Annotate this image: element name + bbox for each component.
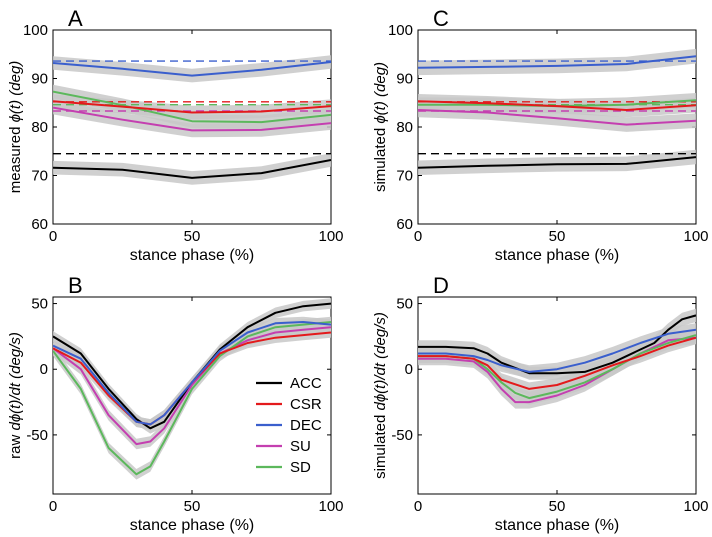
y-tick-label: 100 [23,22,48,39]
series-line-acc [53,159,331,179]
x-axis-label: stance phase (%) [130,247,255,264]
y-tick-label: 0 [40,361,48,378]
series-line-su [418,109,696,126]
y-tick-label: 60 [31,216,48,233]
y-axis-label: simulated ϕ(t) (deg) [372,62,389,192]
panel-b: 0 50 100 -50 0 50 stance phase (%) raw dϕ(t)/dt… [7,273,344,534]
panel-letter: C [433,6,449,31]
panel-d: 0 50 100 -50 0 50 stance phase (%) simulated dϕ… [372,273,709,534]
series-line-su [53,326,331,446]
legend-label-su: SU [290,438,311,455]
series-line-dec [418,55,696,69]
legend-label-csr: CSR [290,396,322,413]
y-tick-label: -50 [391,427,413,444]
band-acc [53,153,331,185]
band-dec [53,55,331,83]
legend-label-sd: SD [290,459,311,476]
y-tick-label: 90 [396,71,413,88]
x-tick-label: 100 [318,498,343,515]
series-line-acc [53,302,331,430]
x-tick-label: 100 [318,228,343,245]
series-line-dec [53,61,331,77]
y-tick-label: 90 [31,71,48,88]
band-csr [418,331,696,396]
y-tick-label: 60 [396,216,413,233]
x-tick-label: 100 [683,228,708,245]
panel-letter: B [68,273,83,298]
plot-area [418,308,696,409]
plot-area [418,48,696,175]
band-dec [418,48,696,76]
y-tick-label: 80 [396,119,413,136]
x-tick-label: 0 [49,498,57,515]
x-tick-label: 0 [414,498,422,515]
panel-c: 0 50 100 60 70 80 90 100 stance phase (%) simulat… [372,6,709,264]
band-acc [53,298,331,434]
y-tick-label: 70 [31,168,48,185]
x-tick-label: 50 [549,228,566,245]
series-line-csr [53,100,331,114]
series-line-dec [418,328,696,373]
y-axis-label: simulated dϕ(t)/dt (deg/s) [372,312,389,479]
plot-area [53,298,331,480]
y-tick-label: 70 [396,168,413,185]
panel-a: 0 50 100 60 70 80 90 100 stance phase (%) measure… [7,6,344,264]
y-tick-label: 0 [405,361,413,378]
y-tick-label: 50 [396,296,413,313]
series-line-acc [418,156,696,169]
legend: ACC CSR DEC SU SD [256,375,322,476]
x-tick-label: 0 [49,228,57,245]
legend-label-dec: DEC [290,417,322,434]
x-axis-label: stance phase (%) [130,517,255,534]
panel-letter: A [68,6,83,31]
y-axis-label: raw dϕ(t)/dt (deg/s) [7,332,24,459]
x-tick-label: 100 [683,498,708,515]
x-tick-label: 0 [414,228,422,245]
series-line-sd [53,321,331,476]
x-tick-label: 50 [184,498,201,515]
band-acc [418,149,696,175]
y-tick-label: 100 [388,22,413,39]
series-line-csr [418,336,696,390]
series-line-su [53,106,331,132]
x-axis-label: stance phase (%) [495,247,620,264]
x-tick-label: 50 [184,228,201,245]
x-tick-label: 50 [549,498,566,515]
band-csr [53,94,331,120]
series-line-acc [418,314,696,375]
legend-label-acc: ACC [290,375,322,392]
series-line-dec [53,321,331,426]
series-line-csr [418,100,696,111]
y-axis-label: measured ϕ(t) (deg) [7,61,24,194]
y-tick-label: 50 [31,296,48,313]
y-tick-label: -50 [26,427,48,444]
panel-letter: D [433,273,449,298]
y-tick-label: 80 [31,119,48,136]
plot-area [53,55,331,185]
x-axis-label: stance phase (%) [495,517,620,534]
series-line-sd [53,90,331,124]
